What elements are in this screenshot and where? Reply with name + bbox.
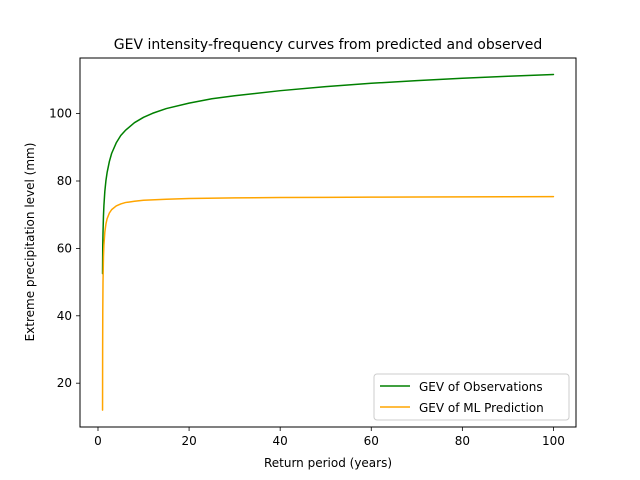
x-tick-label: 80	[455, 434, 470, 448]
y-tick-label: 60	[57, 241, 72, 255]
plot-background	[80, 58, 576, 427]
series-layer	[101, 73, 555, 411]
x-axis: 0 20 40 60 80 100	[94, 427, 565, 448]
x-tick-label: 0	[94, 434, 102, 448]
plot-border	[79, 57, 577, 428]
y-axis-label: Extreme precipitation level (mm)	[23, 143, 37, 342]
y-tick-label: 20	[57, 376, 72, 390]
y-tick-label: 100	[49, 107, 72, 121]
x-tick-label: 20	[181, 434, 196, 448]
x-tick-label: 60	[364, 434, 379, 448]
legend: GEV of Observations GEV of ML Prediction	[373, 373, 570, 421]
chart-title: GEV intensity-frequency curves from pred…	[114, 37, 542, 53]
y-tick-label: 80	[57, 174, 72, 188]
legend-label-observations: GEV of Observations	[419, 380, 543, 394]
x-tick-label: 40	[273, 434, 288, 448]
plot-area	[79, 57, 577, 428]
series-line-ml-prediction	[101, 195, 555, 411]
series-line-observations	[101, 73, 555, 275]
legend-box	[373, 373, 570, 421]
x-tick-label: 100	[542, 434, 565, 448]
legend-label-ml-prediction: GEV of ML Prediction	[419, 401, 544, 415]
y-axis: 20 40 60 80 100	[49, 107, 80, 390]
x-axis-label: Return period (years)	[264, 456, 392, 470]
y-tick-label: 40	[57, 309, 72, 323]
